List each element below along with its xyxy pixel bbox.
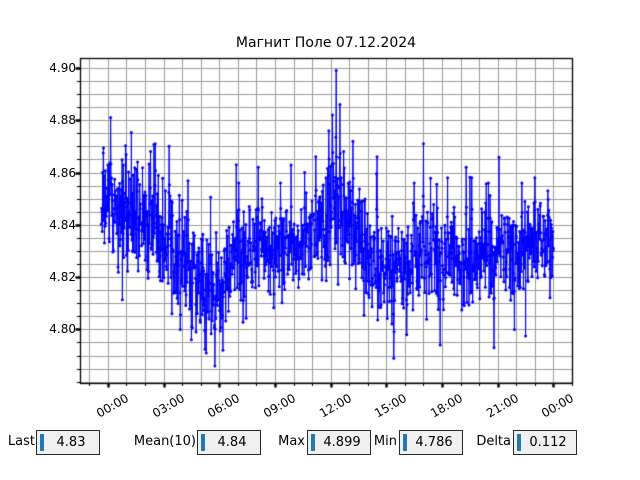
- last-value: 4.83: [56, 435, 86, 450]
- y-tick-label: 4.88: [49, 113, 76, 128]
- y-tick-label: 4.90: [49, 60, 76, 75]
- y-tick-label: 4.80: [49, 322, 76, 337]
- y-tick-label: 4.84: [49, 217, 76, 232]
- delta-value-box[interactable]: 0.112: [513, 430, 577, 455]
- min-value: 4.786: [415, 435, 453, 450]
- text-cursor: [403, 434, 407, 451]
- mean10-value: 4.84: [217, 435, 247, 450]
- text-cursor: [517, 434, 521, 451]
- y-tick-label: 4.82: [49, 270, 76, 285]
- delta-value: 0.112: [529, 435, 567, 450]
- text-cursor: [40, 434, 44, 451]
- text-cursor: [311, 434, 315, 451]
- text-cursor: [201, 434, 205, 451]
- min-value-box[interactable]: 4.786: [399, 430, 463, 455]
- y-tick-label: 4.86: [49, 165, 76, 180]
- max-value: 4.899: [323, 435, 361, 450]
- mean10-value-box[interactable]: 4.84: [197, 430, 261, 455]
- last-value-box[interactable]: 4.83: [36, 430, 100, 455]
- max-value-box[interactable]: 4.899: [307, 430, 371, 455]
- chart-title: Магнит Поле 07.12.2024: [235, 35, 417, 51]
